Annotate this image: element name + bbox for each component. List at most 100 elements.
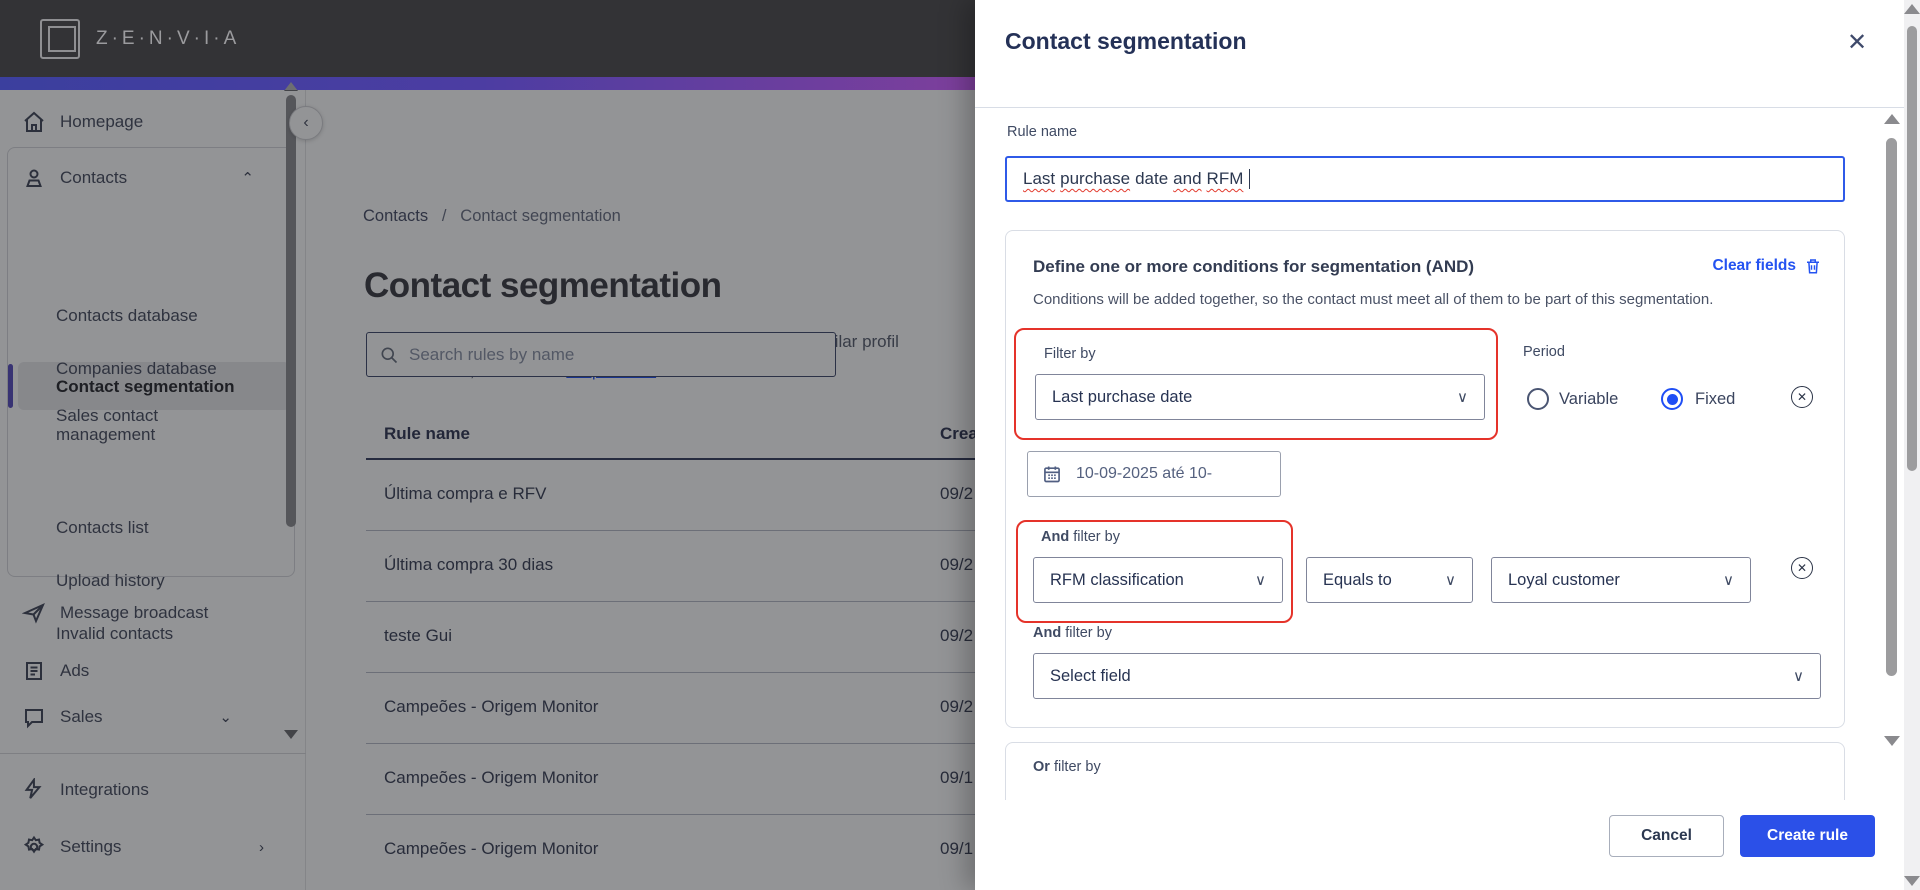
table-row[interactable]: Campeões - Origem Monitor 09/2 (366, 673, 975, 744)
sidebar-item-upload-history[interactable]: Upload history (56, 571, 165, 590)
drawer-title: Contact segmentation (1005, 28, 1247, 54)
table-row[interactable]: Campeões - Origem Monitor 09/1 (366, 744, 975, 815)
contact-segmentation-drawer: Contact segmentation ✕ Rule name Last pu… (975, 0, 1920, 890)
rule-name-cell: Última compra 30 dias (384, 555, 554, 574)
search-rules-input[interactable]: Search rules by name (366, 332, 836, 377)
sidebar-item-message-broadcast[interactable]: Message broadcast (0, 591, 300, 635)
drawer-scrollbar-thumb[interactable] (1886, 138, 1897, 676)
sidebar-item-contacts-list[interactable]: Contacts list (56, 518, 149, 537)
breadcrumb-contacts[interactable]: Contacts (363, 207, 429, 225)
column-header-created: Crea (940, 424, 975, 443)
table-header-divider (366, 458, 975, 460)
cancel-button[interactable]: Cancel (1609, 815, 1724, 857)
and-filter-by-label: And filter by (1041, 529, 1120, 545)
sidebar-item-contact-segmentation[interactable]: Contact segmentation (56, 377, 235, 396)
chevron-down-icon: ∨ (1255, 572, 1266, 589)
page-title: Contact segmentation (364, 266, 722, 305)
sidebar-scroll-down-arrow[interactable] (284, 730, 298, 739)
operator-dropdown[interactable]: Equals to ∨ (1306, 557, 1473, 603)
sidebar-scrollbar-thumb[interactable] (286, 95, 296, 527)
page-scrollbar[interactable] (1904, 0, 1920, 890)
paper-plane-icon (22, 601, 46, 625)
select-field-dropdown[interactable]: Select field ∨ (1033, 653, 1821, 699)
conditions-heading: Define one or more conditions for segmen… (1033, 257, 1475, 276)
drawer-scroll-up-arrow[interactable] (1884, 114, 1900, 124)
created-cell: 09/2 (940, 626, 974, 645)
rule-name-word: date (1135, 169, 1169, 188)
trash-icon (1807, 259, 1819, 274)
page-scrollbar-thumb[interactable] (1907, 26, 1917, 471)
value-dropdown[interactable]: Loyal customer ∨ (1491, 557, 1751, 603)
sidebar-item-label: Contacts (60, 168, 128, 187)
remove-condition-icon[interactable]: ✕ (1791, 557, 1813, 579)
sidebar-item-integrations[interactable]: Integrations (0, 768, 300, 812)
value-value: Loyal customer (1508, 570, 1620, 589)
sidebar-item-label: Integrations (60, 780, 149, 799)
chat-bubble-icon (22, 705, 46, 729)
period-variable-radio[interactable] (1527, 388, 1549, 410)
contacts-icon (22, 166, 46, 190)
sidebar-collapse-button[interactable]: ‹ (289, 106, 323, 140)
rule-name-cell: Campeões - Origem Monitor (384, 697, 599, 716)
chevron-down-icon[interactable]: ⌄ (219, 709, 232, 726)
conditions-subtext: Conditions will be added together, so th… (1033, 291, 1714, 308)
filter-field-dropdown[interactable]: Last purchase date ∨ (1035, 374, 1485, 420)
sidebar-item-ads[interactable]: Ads (0, 649, 300, 693)
table-row[interactable]: Campeões - Origem Monitor 09/1 (366, 815, 975, 886)
period-variable-label[interactable]: Variable (1559, 390, 1619, 408)
sidebar-item-label: Settings (60, 837, 122, 856)
gear-icon (22, 835, 46, 859)
sidebar: Homepage Contacts ⌃ Contacts database Co… (0, 82, 306, 890)
rule-name-label: Rule name (1007, 124, 1078, 140)
breadcrumb-separator: / (441, 207, 447, 225)
rule-name-cell: Campeões - Origem Monitor (384, 839, 599, 858)
text-cursor (1249, 169, 1251, 189)
sidebar-scroll-up-arrow[interactable] (284, 82, 298, 91)
chevron-down-icon: ∨ (1445, 572, 1456, 589)
rule-name-word: purchase (1060, 169, 1131, 188)
sidebar-item-contacts-database[interactable]: Contacts database (56, 306, 198, 325)
period-label: Period (1523, 344, 1565, 360)
chevron-down-icon: ∨ (1457, 389, 1468, 406)
remove-condition-icon[interactable]: ✕ (1791, 386, 1813, 408)
drawer-header-divider (975, 107, 1920, 108)
sidebar-item-sales-contact-management[interactable]: Sales contact management (56, 406, 159, 444)
sidebar-item-companies-database[interactable]: Companies database (56, 359, 217, 378)
sidebar-item-label: Sales (60, 707, 103, 726)
table-row[interactable]: Última compra 30 dias 09/2 (366, 531, 975, 602)
sidebar-item-label: Ads (60, 661, 90, 680)
sidebar-item-label: Homepage (60, 112, 144, 131)
ads-document-icon (22, 659, 46, 683)
rule-name-input[interactable]: Last purchase date and RFM (1005, 156, 1845, 202)
annotation-highlight-filter-by (1014, 328, 1498, 440)
main-content: Contacts / Contact segmentation Contact … (306, 90, 975, 890)
breadcrumb: Contacts / Contact segmentation (363, 207, 621, 226)
period-fixed-label[interactable]: Fixed (1695, 390, 1736, 408)
period-fixed-radio[interactable] (1661, 388, 1683, 410)
and-filter-field-dropdown[interactable]: RFM classification ∨ (1033, 557, 1283, 603)
table-row[interactable]: teste Gui 09/2 (366, 602, 975, 673)
chevron-down-icon: ∨ (1793, 668, 1804, 685)
close-icon[interactable]: ✕ (1846, 28, 1868, 56)
calendar-icon (1044, 466, 1060, 483)
table-row[interactable]: Última compra e RFV 09/2 (366, 460, 975, 531)
create-rule-button[interactable]: Create rule (1740, 815, 1875, 857)
chevron-down-icon: ∨ (1723, 572, 1734, 589)
sidebar-divider (0, 753, 306, 754)
sidebar-item-invalid-contacts[interactable]: Invalid contacts (56, 624, 174, 643)
sidebar-item-sales[interactable]: Sales ⌄ (0, 695, 280, 739)
sidebar-item-contacts[interactable]: Contacts ⌃ (0, 156, 280, 200)
date-range-input[interactable]: 10-09-2025 até 10- (1027, 451, 1281, 497)
sidebar-item-settings[interactable]: Settings › (0, 825, 284, 869)
clear-fields-button[interactable]: Clear fields (1712, 257, 1822, 275)
created-cell: 09/2 (940, 555, 974, 574)
chevron-up-icon[interactable]: ⌃ (241, 170, 254, 187)
created-cell: 09/1 (940, 839, 974, 858)
page-scroll-up-arrow[interactable] (1904, 4, 1920, 14)
modal-dim-overlay[interactable] (0, 90, 975, 890)
sidebar-item-homepage[interactable]: Homepage (0, 100, 300, 144)
drawer-scroll-down-arrow[interactable] (1884, 736, 1900, 746)
search-placeholder: Search rules by name (409, 344, 575, 364)
page-scroll-down-arrow[interactable] (1904, 876, 1920, 886)
clear-fields-label: Clear fields (1712, 257, 1796, 274)
